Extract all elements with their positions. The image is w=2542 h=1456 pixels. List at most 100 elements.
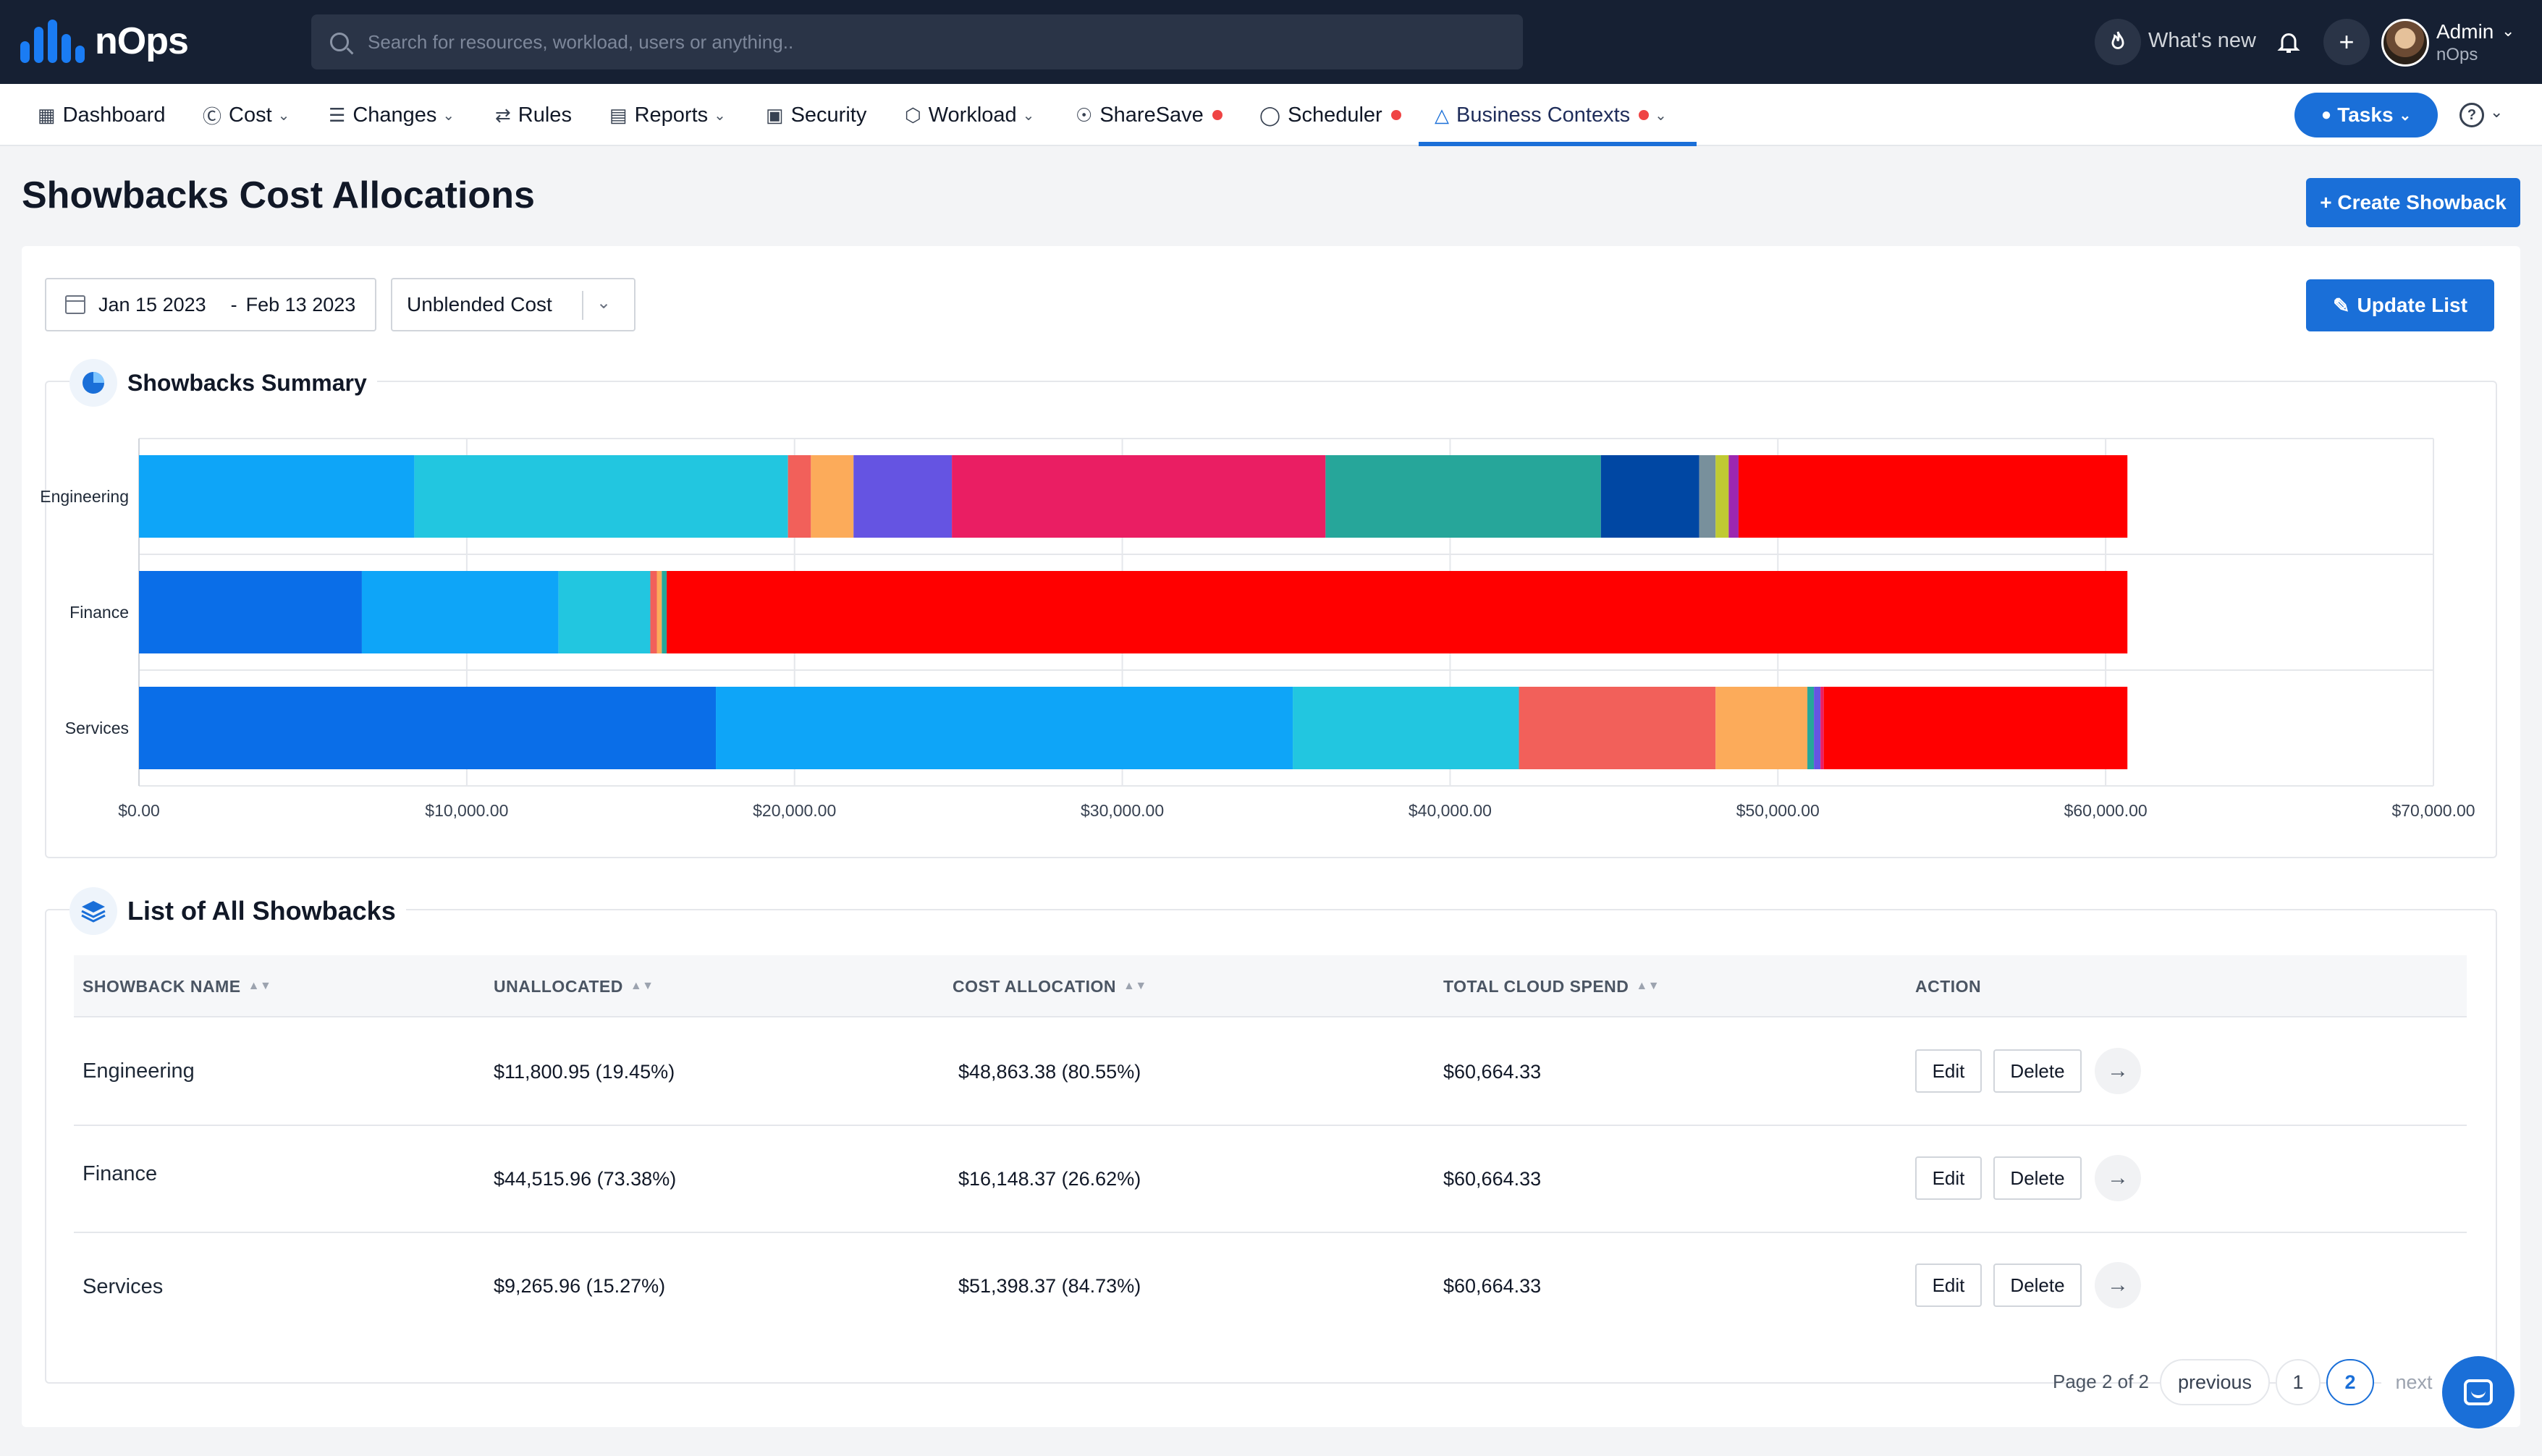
delete-button[interactable]: Delete	[1993, 1156, 2082, 1200]
update-list-button[interactable]: ✎ Update List	[2306, 279, 2494, 331]
pagination-page-current[interactable]: 2	[2326, 1359, 2374, 1405]
clock-icon: ◯	[1259, 103, 1281, 126]
bar-segment[interactable]	[650, 571, 657, 653]
nav-label: Changes	[352, 103, 437, 127]
bar-segment[interactable]	[667, 571, 2128, 653]
edit-button[interactable]: Edit	[1915, 1049, 1982, 1093]
unallocated-value: $44,515.96 (73.38%)	[494, 1168, 677, 1190]
sort-icon: ▲▼	[1636, 980, 1660, 992]
nav-rules[interactable]: ⇄ Rules	[495, 84, 572, 146]
bar-segment[interactable]	[853, 455, 953, 538]
col-label: ACTION	[1915, 976, 1982, 996]
add-button[interactable]: +	[2323, 19, 2370, 65]
help-icon[interactable]: ?	[2459, 103, 2484, 127]
sort-icon: ▲▼	[1123, 980, 1147, 992]
table-row: Services $9,265.96 (15.27%) $51,398.37 (…	[74, 1233, 2467, 1340]
nops-logo[interactable]: nOps	[20, 16, 189, 67]
arrow-right-icon[interactable]: →	[2095, 1262, 2141, 1308]
total-spend-value: $60,664.33	[1443, 1061, 1542, 1083]
bell-icon: ●	[2321, 105, 2332, 124]
whats-new-button[interactable]	[2095, 19, 2141, 65]
nav-changes[interactable]: ☰ Changes ⌄	[329, 84, 455, 146]
sort-icon: ▲▼	[248, 980, 272, 992]
bar-segment[interactable]	[1728, 455, 1739, 538]
col-total-cloud-spend[interactable]: TOTAL CLOUD SPEND ▲▼	[1443, 955, 1660, 1017]
bar-segment[interactable]	[1293, 687, 1519, 769]
edit-button[interactable]: Edit	[1915, 1264, 1982, 1307]
bar-segment[interactable]	[361, 571, 559, 653]
bar-segment[interactable]	[1820, 687, 1824, 769]
pie-chart-icon	[69, 359, 117, 407]
chat-support-button[interactable]	[2442, 1356, 2514, 1429]
pagination-page[interactable]: 1	[2276, 1359, 2321, 1405]
nav-dashboard[interactable]: ▦ Dashboard	[38, 84, 165, 146]
bar-segment[interactable]	[558, 571, 651, 653]
global-search[interactable]	[311, 14, 1523, 69]
bar-segment[interactable]	[811, 455, 854, 538]
x-tick-label: $50,000.00	[1736, 801, 1820, 820]
bar-segment[interactable]	[1325, 455, 1601, 538]
bar-segment[interactable]	[1715, 455, 1729, 538]
dollar-coin-icon: Ⓒ	[203, 105, 222, 127]
nav-reports[interactable]: ▤ Reports ⌄	[609, 84, 726, 146]
tasks-button[interactable]: ● Tasks ⌄	[2294, 93, 2438, 137]
bar-segment[interactable]	[1715, 687, 1808, 769]
showbacks-list-legend: List of All Showbacks	[69, 887, 406, 935]
pagination-previous[interactable]: previous	[2160, 1359, 2270, 1405]
bar-segment[interactable]	[952, 455, 1326, 538]
list-icon: ☰	[329, 103, 346, 126]
col-unallocated[interactable]: UNALLOCATED ▲▼	[494, 955, 654, 1017]
nav-security[interactable]: ▣ Security	[766, 84, 866, 146]
chevron-down-icon[interactable]: ⌄	[2490, 103, 2504, 121]
create-showback-button[interactable]: + Create Showback	[2306, 178, 2520, 227]
chevron-down-icon: ⌄	[1655, 107, 1667, 124]
bar-segment[interactable]	[787, 455, 811, 538]
bar-segment[interactable]	[662, 571, 667, 653]
date-end: Feb 13 2023	[245, 293, 356, 316]
bar-segment[interactable]	[1814, 687, 1821, 769]
cost-type-select[interactable]: Unblended Cost ⌄	[391, 278, 636, 331]
nav-cost[interactable]: Ⓒ Cost ⌄	[203, 84, 290, 146]
edit-button[interactable]: Edit	[1915, 1156, 1982, 1200]
col-cost-allocation[interactable]: COST ALLOCATION ▲▼	[953, 955, 1147, 1017]
avatar[interactable]	[2381, 19, 2429, 67]
chevron-down-icon[interactable]: ⌄	[2501, 22, 2515, 40]
bar-segment[interactable]	[139, 687, 717, 769]
bar-segment[interactable]	[1699, 455, 1716, 538]
nav-workload[interactable]: ⬡ Workload ⌄	[905, 84, 1034, 146]
table-header: SHOWBACK NAME ▲▼ UNALLOCATED ▲▼ COST ALLOC…	[74, 955, 2467, 1017]
arrow-right-icon[interactable]: →	[2095, 1155, 2141, 1201]
nav-label: Workload	[928, 103, 1017, 127]
bar-segment[interactable]	[1519, 687, 1716, 769]
showback-name: Finance	[83, 1162, 158, 1185]
nav-sharesave[interactable]: ☉ ShareSave	[1076, 84, 1223, 146]
nav-business-contexts[interactable]: △ Business Contexts ⌄	[1435, 84, 1667, 146]
sort-icon: ▲▼	[630, 980, 654, 992]
delete-button[interactable]: Delete	[1993, 1049, 2082, 1093]
bar-segment[interactable]	[414, 455, 788, 538]
col-showback-name[interactable]: SHOWBACK NAME ▲▼	[83, 955, 271, 1017]
bar-segment[interactable]	[1600, 455, 1699, 538]
bar-segment[interactable]	[139, 455, 415, 538]
user-name[interactable]: Admin	[2436, 20, 2494, 43]
showback-name: Services	[83, 1275, 164, 1298]
list-title: List of All Showbacks	[127, 896, 396, 926]
whats-new-label[interactable]: What's new	[2148, 29, 2256, 52]
search-input[interactable]	[368, 30, 1453, 54]
notifications-button[interactable]	[2266, 19, 2312, 65]
bar-segment[interactable]	[1823, 687, 2128, 769]
edit-pencil-icon: ✎	[2333, 294, 2350, 317]
bar-segment[interactable]	[656, 571, 662, 653]
delete-button[interactable]: Delete	[1993, 1264, 2082, 1307]
date-range-picker[interactable]: Jan 15 2023 - Feb 13 2023	[45, 278, 376, 331]
showback-name: Engineering	[83, 1059, 195, 1083]
bar-segment[interactable]	[139, 571, 362, 653]
top-bar: nOps What's new + Admin nOps ⌄	[0, 0, 2542, 84]
table-row: Finance $44,515.96 (73.38%) $16,148.37 (…	[74, 1126, 2467, 1233]
bar-segment[interactable]	[1738, 455, 2128, 538]
nav-scheduler[interactable]: ◯ Scheduler	[1259, 84, 1401, 146]
bar-segment[interactable]	[1807, 687, 1815, 769]
arrow-right-icon[interactable]: →	[2095, 1048, 2141, 1094]
chevron-down-icon: ⌄	[442, 107, 455, 124]
bar-segment[interactable]	[716, 687, 1293, 769]
